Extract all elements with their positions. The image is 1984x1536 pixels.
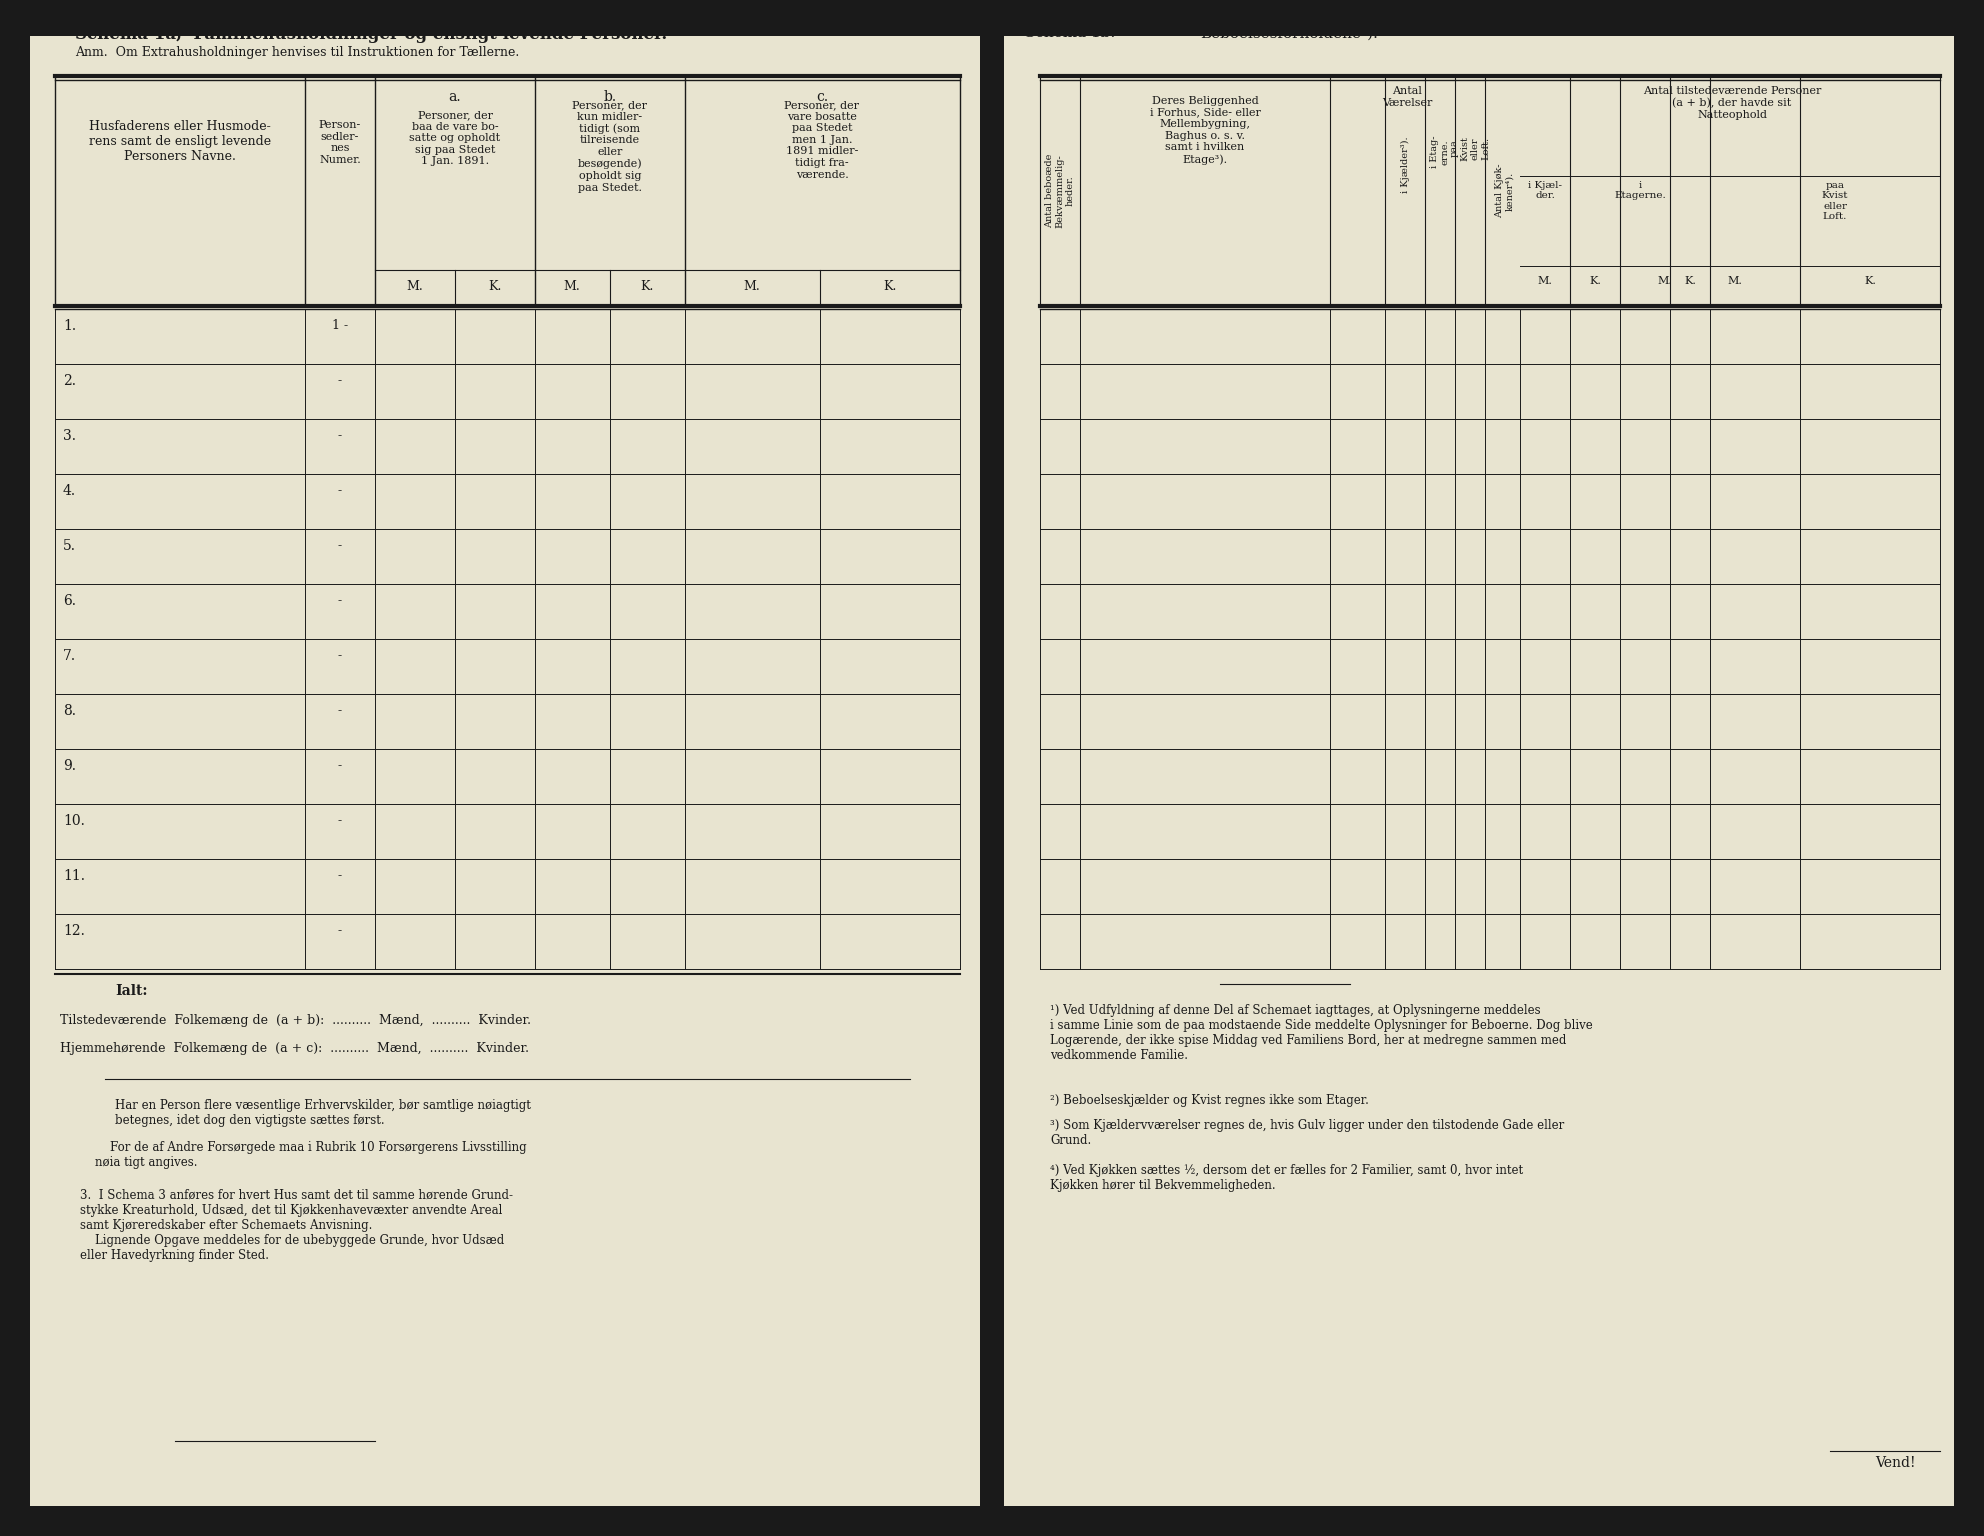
Text: a.: a. [448, 91, 462, 104]
Text: Beboelsesforholdene¹).: Beboelsesforholdene¹). [1200, 26, 1377, 40]
Text: M.: M. [407, 280, 423, 293]
Text: Antal beboæde
Bekvæmmelig-
heder.: Antal beboæde Bekvæmmelig- heder. [1046, 154, 1075, 229]
Text: -: - [337, 373, 341, 387]
Bar [30, 35, 980, 1505]
Text: paa
Kvist
eller
Loft.: paa Kvist eller Loft. [1821, 181, 1849, 221]
Text: Antal Kjøk-
kener⁴).: Antal Kjøk- kener⁴). [1496, 164, 1514, 218]
Text: M.: M. [744, 280, 760, 293]
Text: 5.: 5. [63, 539, 75, 553]
Text: 8.: 8. [63, 703, 75, 717]
Text: Personer, der
kun midler-
tidigt (som
tilreisende
eller
besøgende)
opholdt sig
p: Personer, der kun midler- tidigt (som ti… [573, 100, 647, 192]
Text: M.: M. [1728, 276, 1742, 286]
Bar [1004, 35, 1954, 1505]
Text: -: - [337, 539, 341, 551]
Text: For de af Andre Forsørgede maa i Rubrik 10 Forsørgerens Livsstilling
nøia tigt a: For de af Andre Forsørgede maa i Rubrik … [95, 1141, 526, 1169]
Text: 7.: 7. [63, 650, 75, 664]
Text: K.: K. [641, 280, 653, 293]
Text: Anm.  Om Extrahusholdninger henvises til Instruktionen for Tællerne.: Anm. Om Extrahusholdninger henvises til … [75, 46, 520, 58]
Text: M.: M. [563, 280, 581, 293]
Text: 2.: 2. [63, 373, 75, 389]
Text: c.: c. [815, 91, 827, 104]
Text: ²) Beboelseskjælder og Kvist regnes ikke som Etager.: ²) Beboelseskjælder og Kvist regnes ikke… [1050, 1094, 1369, 1107]
Text: 3.  I Schema 3 anføres for hvert Hus samt det til samme hørende Grund-
stykke Kr: 3. I Schema 3 anføres for hvert Hus samt… [79, 1189, 514, 1263]
Text: Ialt:: Ialt: [115, 985, 147, 998]
Text: -: - [337, 429, 341, 442]
Text: 12.: 12. [63, 925, 85, 938]
Text: i Etag-
erne.: i Etag- erne. [1430, 137, 1450, 169]
Text: i Kjæl-
der.: i Kjæl- der. [1528, 181, 1561, 200]
Text: Vend!: Vend! [1875, 1456, 1915, 1470]
Text: K.: K. [1684, 276, 1696, 286]
Text: 4.: 4. [63, 484, 75, 498]
Text: ¹) Ved Udfyldning af denne Del af Schemaet iagttages, at Oplysningerne meddeles
: ¹) Ved Udfyldning af denne Del af Schema… [1050, 1005, 1593, 1061]
Text: -: - [337, 925, 341, 937]
Text: Schema 1b.: Schema 1b. [1026, 26, 1115, 40]
Text: M.: M. [1538, 276, 1551, 286]
Text: 10.: 10. [63, 814, 85, 828]
Text: Schema 1a,  Familiehusholdninger og ensligt levende Personer.: Schema 1a, Familiehusholdninger og ensli… [75, 26, 667, 43]
Text: Husfaderens eller Husmode-
rens samt de ensligt levende
Personers Navne.: Husfaderens eller Husmode- rens samt de … [89, 120, 272, 163]
Text: ⁴) Ved Kjøkken sættes ½, dersom det er fælles for 2 Familier, samt 0, hvor intet: ⁴) Ved Kjøkken sættes ½, dersom det er f… [1050, 1164, 1524, 1192]
Text: Personer, der
baa de vare bo-
satte og opholdt
sig paa Stedet
1 Jan. 1891.: Personer, der baa de vare bo- satte og o… [409, 111, 500, 166]
Text: Antal tilstedeværende Personer
(a + b), der havde sit
Natteophold: Antal tilstedeværende Personer (a + b), … [1643, 86, 1821, 120]
Text: Antal
Værelser: Antal Værelser [1381, 86, 1432, 108]
Text: -: - [337, 869, 341, 882]
Text: K.: K. [883, 280, 897, 293]
Text: M.: M. [1657, 276, 1673, 286]
Text: b.: b. [603, 91, 617, 104]
Text: -: - [337, 703, 341, 717]
Text: Deres Beliggenhed
i Forhus, Side- eller
Mellembygning,
Baghus o. s. v.
samt i hv: Deres Beliggenhed i Forhus, Side- eller … [1149, 95, 1260, 164]
Text: Person-
sedler-
nes
Numer.: Person- sedler- nes Numer. [319, 120, 361, 164]
Text: -: - [337, 594, 341, 607]
Text: Personer, der
vare bosatte
paa Stedet
men 1 Jan.
1891 midler-
tidigt fra-
værend: Personer, der vare bosatte paa Stedet me… [784, 100, 859, 180]
Text: 1.: 1. [63, 319, 75, 333]
Text: ³) Som Kjældervværelser regnes de, hvis Gulv ligger under den tilstodende Gade e: ³) Som Kjældervværelser regnes de, hvis … [1050, 1120, 1563, 1147]
Text: 11.: 11. [63, 869, 85, 883]
Text: K.: K. [1589, 276, 1601, 286]
Text: Hjemmehørende  Folkemæng de  (a + c):  ..........  Mænd,  ..........  Kvinder.: Hjemmehørende Folkemæng de (a + c): ....… [60, 1041, 530, 1055]
Text: i Kjælder³).: i Kjælder³). [1401, 137, 1409, 192]
Text: Har en Person flere væsentlige Erhvervskilder, bør samtlige nøiagtigt
betegnes, : Har en Person flere væsentlige Erhvervsk… [115, 1098, 532, 1127]
Text: K.: K. [488, 280, 502, 293]
Text: 1 -: 1 - [331, 319, 347, 332]
Text: -: - [337, 650, 341, 662]
Text: 6.: 6. [63, 594, 75, 608]
Text: Tilstedeværende  Folkemæng de  (a + b):  ..........  Mænd,  ..........  Kvinder.: Tilstedeværende Folkemæng de (a + b): ..… [60, 1014, 532, 1028]
Text: -: - [337, 814, 341, 826]
Text: 3.: 3. [63, 429, 75, 442]
Text: 9.: 9. [63, 759, 75, 773]
Text: -: - [337, 484, 341, 498]
Text: i
Etagerne.: i Etagerne. [1615, 181, 1667, 200]
Text: K.: K. [1865, 276, 1877, 286]
Text: paa
Kvist
eller
Loft.: paa Kvist eller Loft. [1450, 137, 1490, 161]
Text: -: - [337, 759, 341, 773]
